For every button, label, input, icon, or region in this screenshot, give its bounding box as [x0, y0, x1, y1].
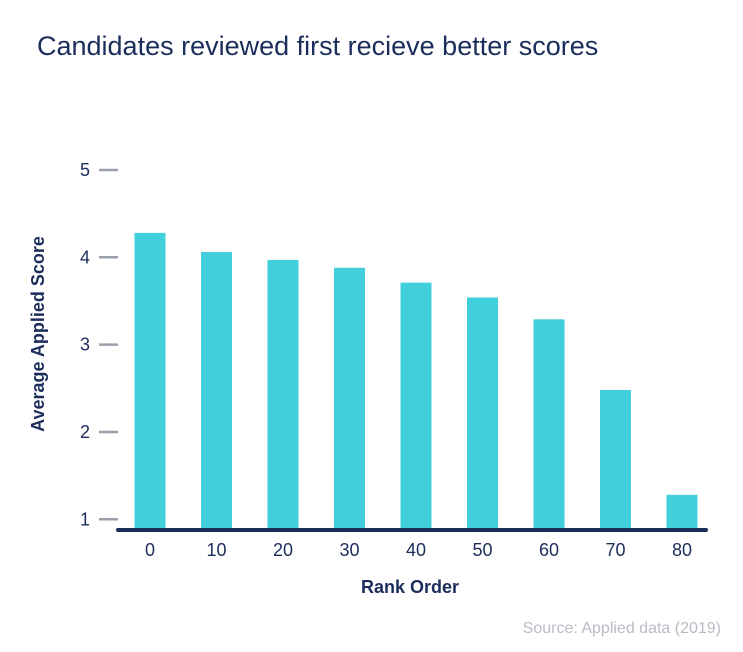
x-tick-label: 80	[672, 540, 692, 560]
y-tick-label: 1	[80, 509, 90, 529]
y-tick-label: 5	[80, 160, 90, 180]
y-tick-label: 2	[80, 422, 90, 442]
x-tick-label: 50	[472, 540, 492, 560]
x-axis-tick-labels: 0 10 20 30 40 50 60 70 80	[145, 540, 692, 560]
bar-80	[666, 494, 698, 528]
x-tick-label: 60	[539, 540, 559, 560]
bar-series	[134, 232, 698, 529]
bar-50	[467, 297, 498, 528]
bar-60	[533, 319, 565, 528]
bar-70	[600, 390, 631, 528]
bar-20	[267, 259, 299, 528]
x-tick-label: 0	[145, 540, 155, 560]
y-tick-label: 3	[80, 335, 90, 355]
y-axis-label: Average Applied Score	[28, 236, 48, 432]
bar-30	[334, 267, 365, 528]
x-tick-label: 20	[273, 540, 293, 560]
x-tick-label: 40	[406, 540, 426, 560]
x-tick-label: 10	[206, 540, 226, 560]
x-tick-label: 70	[605, 540, 625, 560]
y-axis-ticks: 1 2 3 4 5	[80, 160, 118, 529]
bar-40	[400, 282, 432, 528]
x-tick-label: 30	[339, 540, 359, 560]
x-axis-label: Rank Order	[361, 577, 459, 597]
bar-0	[134, 232, 166, 529]
chart-title: Candidates reviewed first recieve better…	[37, 31, 599, 61]
bar-10	[201, 252, 232, 528]
y-tick-label: 4	[80, 247, 90, 267]
source-note: Source: Applied data (2019)	[522, 620, 721, 637]
